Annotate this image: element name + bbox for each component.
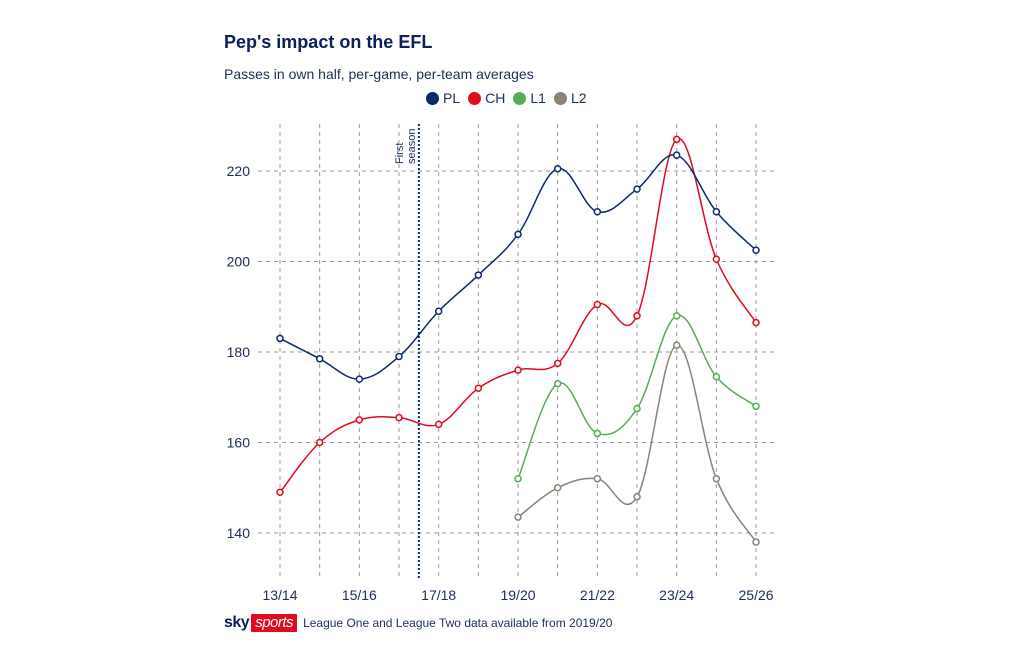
data-point-pl	[395, 352, 403, 361]
data-point-l2	[752, 538, 760, 546]
legend-label-ch: CH	[485, 90, 506, 106]
logo-sky-text: sky	[224, 614, 250, 631]
data-point-l1	[633, 404, 641, 413]
legend-item-l1: L1	[513, 90, 546, 106]
x-tick-label: 23/24	[659, 587, 694, 603]
data-point-pl	[633, 185, 641, 193]
chart-title: Pep's impact on the EFL	[224, 32, 433, 52]
data-point-ch	[514, 366, 522, 374]
data-point-l1	[514, 474, 522, 483]
legend-swatch-l1	[513, 91, 527, 105]
data-point-ch	[593, 300, 602, 309]
data-point-ch	[434, 420, 443, 429]
legend-swatch-l2	[553, 91, 567, 105]
data-point-ch	[355, 416, 364, 424]
y-tick-label: 220	[227, 163, 251, 179]
legend-swatch-pl	[426, 91, 439, 105]
y-tick-label: 200	[227, 254, 251, 270]
data-point-l2	[633, 493, 641, 501]
chart-subtitle: Passes in own half, per-game, per-team a…	[224, 66, 534, 82]
data-point-l2	[514, 513, 522, 521]
footer-note: League One and League Two data available…	[303, 616, 613, 630]
data-point-ch	[315, 438, 324, 447]
data-point-ch	[633, 312, 641, 320]
data-point-pl	[514, 230, 522, 239]
x-tick-label: 19/20	[500, 587, 535, 603]
data-point-ch	[752, 318, 760, 327]
data-point-pl	[593, 207, 602, 216]
legend-label-l2: L2	[570, 90, 587, 106]
data-point-l1	[712, 373, 721, 381]
y-tick-label: 160	[227, 435, 251, 451]
sky-sports-logo: sky sports	[224, 614, 298, 632]
data-point-l1	[593, 429, 602, 438]
data-point-l1	[752, 402, 760, 411]
chart-legend: PL CH L1 L2	[426, 90, 587, 106]
data-point-ch	[474, 384, 483, 392]
x-tick-label: 21/22	[580, 587, 615, 603]
legend-item-pl: PL	[426, 90, 460, 106]
data-point-pl	[355, 375, 364, 383]
data-point-ch	[672, 135, 681, 144]
data-point-ch	[712, 255, 721, 263]
data-point-l1	[672, 312, 681, 320]
x-tick-label: 15/16	[342, 587, 377, 603]
data-point-l1	[553, 379, 562, 388]
data-point-pl	[752, 246, 760, 254]
x-tick-label: 25/26	[739, 587, 774, 603]
data-point-pl	[474, 271, 483, 279]
y-tick-label: 180	[227, 344, 251, 360]
data-point-ch	[276, 488, 284, 497]
y-tick-label: 140	[227, 525, 251, 541]
legend-label-l1: L1	[530, 90, 546, 106]
first-season-label: Firstseason	[394, 129, 418, 164]
data-point-l2	[712, 474, 721, 483]
x-tick-label: 13/14	[262, 587, 297, 603]
x-tick-label: 17/18	[421, 587, 456, 603]
data-point-pl	[712, 207, 721, 216]
footer: sky sports League One and League Two dat…	[224, 614, 612, 632]
data-point-pl	[315, 355, 324, 363]
data-point-pl	[553, 164, 562, 173]
legend-label-pl: PL	[443, 90, 461, 106]
data-point-l2	[672, 341, 681, 349]
data-point-pl	[434, 307, 443, 316]
data-point-l2	[593, 474, 602, 483]
data-point-pl	[276, 334, 284, 343]
legend-swatch-ch	[468, 91, 482, 105]
logo-sports-text: sports	[251, 614, 298, 632]
data-point-ch	[553, 359, 562, 368]
data-point-ch	[395, 413, 403, 422]
series-line-ch	[279, 138, 757, 493]
data-point-l2	[553, 484, 562, 492]
legend-item-l2: L2	[553, 90, 587, 106]
legend-item-ch: CH	[468, 90, 505, 106]
data-point-pl	[672, 151, 681, 159]
